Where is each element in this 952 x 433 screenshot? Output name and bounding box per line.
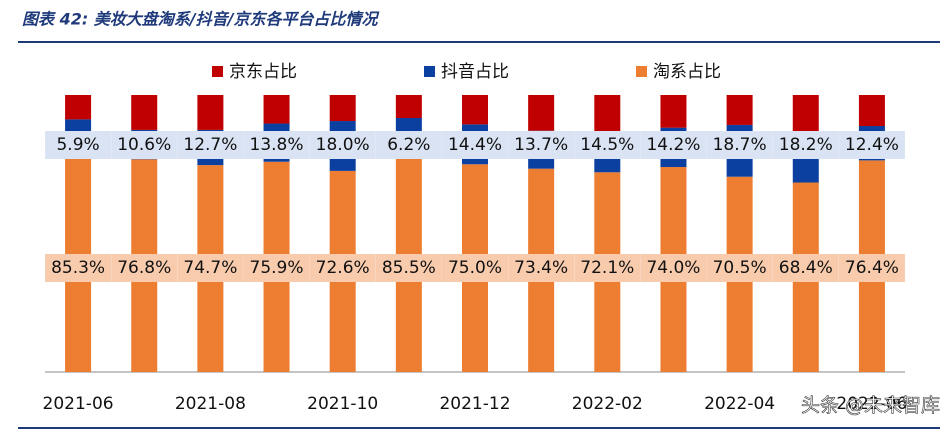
x-tick-label: 2022-02 [572,394,643,414]
label-bg [574,254,641,282]
data-label: 6.2% [387,135,430,155]
data-label: 68.4% [779,258,833,278]
bar-segment [329,95,356,122]
bar-segment [395,95,422,118]
label-bg [640,131,707,159]
data-label: 75.0% [448,258,502,278]
data-label: 76.8% [117,258,171,278]
bar-segment [263,95,290,124]
bar-segment [395,117,422,136]
data-label: 74.0% [646,258,700,278]
chart-title: 图表 42: 美妆大盘淘系/抖音/京东各平台占比情况 [22,10,379,29]
label-bg [45,131,112,159]
data-label: 18.2% [779,135,833,155]
label-bg [838,254,905,282]
data-label: 72.1% [580,258,634,278]
label-bg [177,254,244,282]
label-bg [45,254,112,282]
x-tick-label: 2022-04 [704,394,775,414]
label-bg [706,131,773,159]
label-bg [508,131,575,159]
label-bg [442,254,508,282]
label-bg [838,131,905,159]
data-label: 14.5% [580,135,634,155]
label-bg [574,131,641,159]
label-bg [309,131,376,159]
x-tick-label: 2022-06 [836,394,907,414]
data-label: 75.9% [250,258,304,278]
bar-segment [65,135,92,372]
label-bg [243,131,310,159]
label-bg [177,131,244,159]
data-label: 13.7% [514,135,568,155]
label-bg [706,254,773,282]
label-bg [640,254,707,282]
label-bg [111,254,178,282]
label-bg [309,254,376,282]
bar-segment [395,135,422,372]
label-bg [375,254,442,282]
data-label: 76.4% [845,258,899,278]
x-tick-label: 2021-08 [175,394,246,414]
legend-swatch [636,66,647,77]
label-bg [772,254,839,282]
data-label: 85.3% [51,258,105,278]
bar-segment [594,95,621,133]
label-bg [772,131,839,159]
data-label: 18.0% [316,135,370,155]
bar-segment [197,95,224,130]
data-label: 72.6% [316,258,370,278]
data-label: 12.4% [845,135,899,155]
bar-segment [131,95,158,130]
legend-swatch [424,66,435,77]
legend-swatch [212,66,223,77]
data-label: 14.2% [646,135,700,155]
data-label: 14.4% [448,135,502,155]
bar-segment [462,95,488,125]
watermark: 头条 @未来智库 [801,395,940,417]
x-tick-label: 2021-12 [439,394,510,414]
x-tick-label: 2021-10 [307,394,378,414]
label-bg [243,254,310,282]
data-label: 70.5% [713,258,767,278]
label-bg [111,131,178,159]
x-tick-label: 2021-06 [43,394,114,414]
label-bg [375,131,442,159]
data-label: 18.7% [713,135,767,155]
data-label: 74.7% [183,258,237,278]
data-label: 12.7% [183,135,237,155]
label-bg [508,254,575,282]
data-label: 13.8% [250,135,304,155]
bar-segment [65,95,92,120]
data-label: 85.5% [382,258,436,278]
bar-segment [726,95,753,125]
legend-label: 淘系占比 [653,62,721,82]
legend-label: 抖音占比 [441,62,509,82]
bar-segment [660,95,687,128]
legend-label: 京东占比 [229,62,297,82]
bar-segment [858,95,885,127]
data-label: 5.9% [56,135,99,155]
label-bg [442,131,508,159]
bar-segment [528,95,555,131]
bar-segment [792,95,819,133]
data-label: 10.6% [117,135,171,155]
data-label: 73.4% [514,258,568,278]
